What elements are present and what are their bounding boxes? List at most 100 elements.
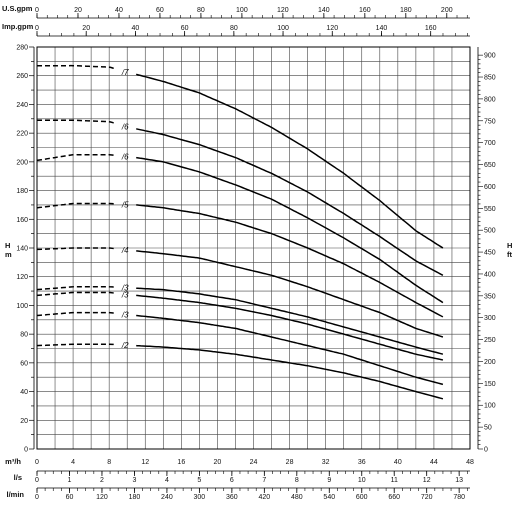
unit-label-usgpm: U.S.gpm bbox=[2, 4, 33, 13]
unit-label-impgpm: Imp.gpm bbox=[2, 22, 34, 31]
y-axis-title-left: H bbox=[5, 241, 10, 250]
usgpm-tick-label: 20 bbox=[74, 7, 82, 14]
lmin-tick-label: 720 bbox=[421, 494, 433, 501]
ls-tick-label: 12 bbox=[423, 477, 431, 484]
usgpm-tick-label: 160 bbox=[359, 7, 371, 14]
curve-label: /2 bbox=[121, 341, 129, 350]
impgpm-tick-label: 20 bbox=[82, 25, 90, 32]
unit-label-m3h: m³/h bbox=[5, 457, 21, 466]
curve-dashed-segment bbox=[36, 153, 114, 162]
usgpm-tick-label: 120 bbox=[277, 7, 289, 14]
y-tick-label-right: 150 bbox=[484, 381, 496, 388]
ls-tick-label: 9 bbox=[327, 477, 331, 484]
y-tick-label-right: 800 bbox=[484, 96, 496, 103]
ls-tick-label: 10 bbox=[358, 477, 366, 484]
usgpm-tick-label: 200 bbox=[441, 7, 453, 14]
curve-solid-segment bbox=[136, 294, 444, 361]
unit-label-ls: l/s bbox=[14, 473, 22, 482]
curve-labels-group: /7/6/6/5/4/3/3/3/2 bbox=[121, 68, 129, 350]
curve-label: /6 bbox=[121, 153, 129, 162]
x-tick-label-m3h: 8 bbox=[107, 459, 111, 466]
x-tick-label-m3h: 28 bbox=[286, 459, 294, 466]
curve-label: /7 bbox=[121, 68, 129, 77]
unit-label-lmin: l/min bbox=[6, 490, 24, 499]
lmin-tick-label: 300 bbox=[194, 494, 206, 501]
ls-tick-label: 0 bbox=[35, 477, 39, 484]
ls-tick-label: 11 bbox=[391, 477, 398, 484]
usgpm-tick-label: 0 bbox=[35, 7, 39, 14]
impgpm-tick-label: 80 bbox=[230, 25, 238, 32]
usgpm-tick-label: 40 bbox=[115, 7, 123, 14]
y-tick-label-left: 100 bbox=[16, 303, 28, 310]
x-tick-label-m3h: 12 bbox=[141, 459, 149, 466]
curve-label: /3 bbox=[121, 311, 129, 320]
y-tick-label-left: 180 bbox=[16, 188, 28, 195]
curve-solid-segment bbox=[136, 156, 444, 304]
x-tick-label-m3h: 44 bbox=[430, 459, 438, 466]
x-tick-label-m3h: 0 bbox=[35, 459, 39, 466]
x-tick-label-m3h: 16 bbox=[177, 459, 185, 466]
lmin-tick-label: 540 bbox=[323, 494, 335, 501]
y-tick-label-right: 50 bbox=[484, 425, 492, 432]
usgpm-tick-label: 140 bbox=[318, 7, 330, 14]
axes-group: 0204060801001201401601802002202402602800… bbox=[16, 7, 495, 501]
lmin-tick-label: 480 bbox=[291, 494, 303, 501]
y-tick-label-right: 600 bbox=[484, 184, 496, 191]
y-tick-label-right: 650 bbox=[484, 162, 496, 169]
curve-dashed-segment bbox=[36, 311, 114, 317]
curve-label: /3 bbox=[121, 284, 129, 293]
y-tick-label-left: 220 bbox=[16, 131, 28, 138]
y-tick-label-right: 350 bbox=[484, 293, 496, 300]
usgpm-tick-label: 60 bbox=[156, 7, 164, 14]
lmin-tick-label: 780 bbox=[453, 494, 465, 501]
curve-label: /3 bbox=[121, 290, 129, 299]
x-tick-label-m3h: 24 bbox=[250, 459, 258, 466]
y-tick-label-left: 60 bbox=[20, 360, 28, 367]
y-axis-unit-left: m bbox=[5, 250, 12, 259]
curve-dashed-segment bbox=[37, 119, 114, 124]
y-tick-label-right: 100 bbox=[484, 403, 496, 410]
y-axis-unit-right: ft bbox=[507, 250, 512, 259]
y-axis-title-right: H bbox=[507, 241, 512, 250]
y-tick-label-left: 20 bbox=[20, 418, 28, 425]
ls-tick-label: 7 bbox=[262, 477, 266, 484]
ls-tick-label: 1 bbox=[68, 477, 72, 484]
y-tick-label-left: 80 bbox=[20, 332, 28, 339]
x-tick-label-m3h: 36 bbox=[358, 459, 366, 466]
impgpm-tick-label: 40 bbox=[132, 25, 140, 32]
curve-solid-segment bbox=[136, 314, 444, 386]
y-tick-label-right: 750 bbox=[484, 118, 496, 125]
curve-label: /4 bbox=[121, 246, 129, 255]
lmin-tick-label: 180 bbox=[129, 494, 141, 501]
x-tick-label-m3h: 48 bbox=[466, 459, 474, 466]
lmin-tick-label: 660 bbox=[388, 494, 400, 501]
usgpm-tick-label: 180 bbox=[400, 7, 412, 14]
curve-dashed-segment bbox=[36, 291, 114, 297]
x-tick-label-m3h: 20 bbox=[214, 459, 222, 466]
y-tick-label-right: 900 bbox=[484, 53, 496, 60]
impgpm-tick-label: 120 bbox=[326, 25, 338, 32]
y-tick-label-right: 300 bbox=[484, 315, 496, 322]
lmin-tick-label: 420 bbox=[258, 494, 270, 501]
impgpm-tick-label: 0 bbox=[35, 25, 39, 32]
ls-tick-label: 5 bbox=[197, 477, 201, 484]
ls-tick-label: 3 bbox=[132, 477, 136, 484]
y-tick-label-left: 160 bbox=[16, 217, 28, 224]
ls-tick-label: 13 bbox=[455, 477, 463, 484]
y-tick-label-left: 260 bbox=[16, 73, 28, 80]
curve-label: /5 bbox=[121, 200, 129, 209]
y-tick-label-right: 250 bbox=[484, 337, 496, 344]
lmin-tick-label: 240 bbox=[161, 494, 173, 501]
curve-solid-segment bbox=[136, 344, 444, 400]
curve-dashed-segment bbox=[36, 64, 114, 70]
lmin-tick-label: 360 bbox=[226, 494, 238, 501]
lmin-tick-label: 0 bbox=[35, 494, 39, 501]
y-tick-label-right: 450 bbox=[484, 250, 496, 257]
impgpm-tick-label: 100 bbox=[277, 25, 289, 32]
impgpm-tick-label: 140 bbox=[376, 25, 388, 32]
y-tick-label-right: 500 bbox=[484, 228, 496, 235]
y-tick-label-left: 140 bbox=[16, 246, 28, 253]
ls-tick-label: 6 bbox=[230, 477, 234, 484]
curve-dashed-segment bbox=[36, 286, 114, 291]
